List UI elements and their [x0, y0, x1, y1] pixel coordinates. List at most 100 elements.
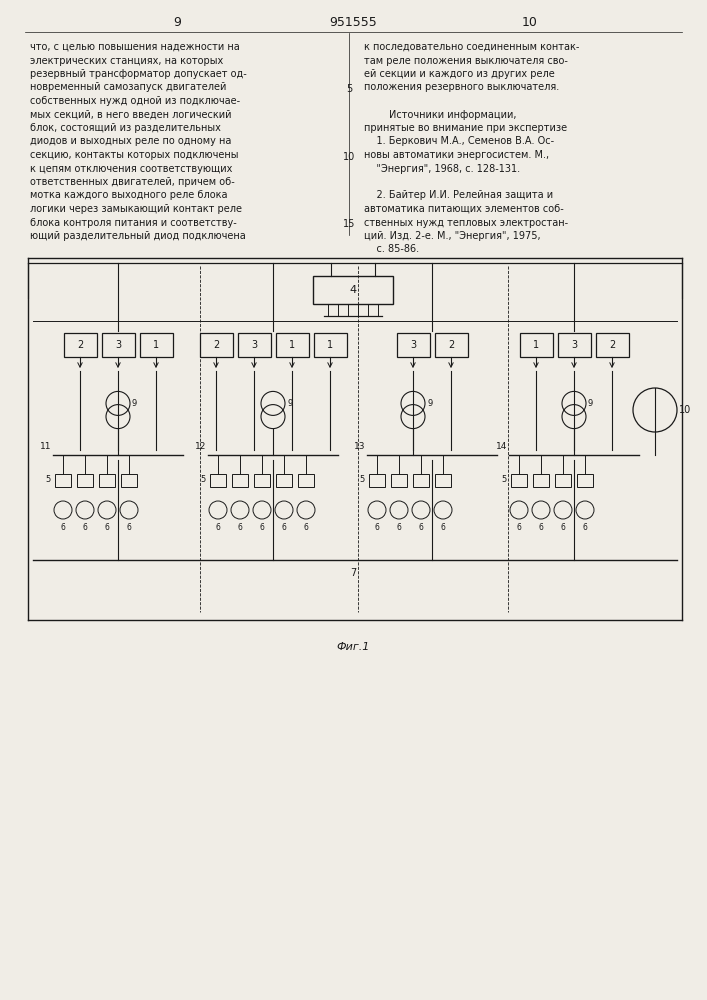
- Text: 10: 10: [679, 405, 691, 415]
- Text: 10: 10: [522, 15, 538, 28]
- Text: 6: 6: [238, 523, 243, 532]
- Text: 5: 5: [346, 84, 352, 94]
- Text: 6: 6: [259, 523, 264, 532]
- Text: 6: 6: [281, 523, 286, 532]
- Text: 6: 6: [216, 523, 221, 532]
- Bar: [139, 333, 173, 357]
- Text: 951555: 951555: [329, 15, 377, 28]
- Text: к цепям отключения соответствующих: к цепям отключения соответствующих: [30, 163, 233, 174]
- Text: 1: 1: [533, 340, 539, 350]
- Text: 2: 2: [448, 340, 454, 350]
- Bar: [369, 474, 385, 487]
- Text: 7: 7: [350, 568, 356, 578]
- Bar: [77, 474, 93, 487]
- Text: 3: 3: [410, 340, 416, 350]
- Bar: [577, 474, 593, 487]
- Text: новы автоматики энергосистем. М.,: новы автоматики энергосистем. М.,: [364, 150, 549, 160]
- Text: новременный самозапуск двигателей: новременный самозапуск двигателей: [30, 83, 226, 93]
- Bar: [232, 474, 248, 487]
- Bar: [555, 474, 571, 487]
- Text: 2: 2: [77, 340, 83, 350]
- Text: 1: 1: [153, 340, 159, 350]
- Bar: [520, 333, 552, 357]
- Bar: [55, 474, 71, 487]
- Bar: [199, 333, 233, 357]
- Bar: [391, 474, 407, 487]
- Text: 11: 11: [40, 442, 51, 451]
- Bar: [313, 333, 346, 357]
- Text: ций. Изд. 2-е. М., "Энергия", 1975,: ций. Изд. 2-е. М., "Энергия", 1975,: [364, 231, 541, 241]
- Text: собственных нужд одной из подключае-: собственных нужд одной из подключае-: [30, 96, 240, 106]
- Text: резервный трансформатор допускает од-: резервный трансформатор допускает од-: [30, 69, 247, 79]
- Text: автоматика питающих элементов соб-: автоматика питающих элементов соб-: [364, 204, 563, 214]
- Text: 9: 9: [427, 399, 432, 408]
- Text: 5: 5: [46, 476, 51, 485]
- Text: 6: 6: [105, 523, 110, 532]
- Bar: [64, 333, 96, 357]
- Text: секцию, контакты которых подключены: секцию, контакты которых подключены: [30, 150, 238, 160]
- Bar: [435, 333, 467, 357]
- Text: 10: 10: [343, 152, 355, 162]
- Text: "Энергия", 1968, с. 128-131.: "Энергия", 1968, с. 128-131.: [364, 163, 520, 174]
- Text: 6: 6: [375, 523, 380, 532]
- Text: блок, состоящий из разделительных: блок, состоящий из разделительных: [30, 123, 221, 133]
- Text: 6: 6: [440, 523, 445, 532]
- Text: ей секции и каждого из других реле: ей секции и каждого из других реле: [364, 69, 555, 79]
- Bar: [413, 474, 429, 487]
- Text: диодов и выходных реле по одному на: диодов и выходных реле по одному на: [30, 136, 231, 146]
- Text: 6: 6: [127, 523, 132, 532]
- Text: 6: 6: [83, 523, 88, 532]
- Text: 13: 13: [354, 442, 365, 451]
- Bar: [298, 474, 314, 487]
- Text: блока контроля питания и соответству-: блока контроля питания и соответству-: [30, 218, 237, 228]
- Text: 9: 9: [588, 399, 593, 408]
- Text: что, с целью повышения надежности на: что, с целью повышения надежности на: [30, 42, 240, 52]
- Bar: [313, 276, 393, 304]
- Text: логики через замыкающий контакт реле: логики через замыкающий контакт реле: [30, 204, 242, 214]
- Bar: [210, 474, 226, 487]
- Bar: [533, 474, 549, 487]
- Text: ответственных двигателей, причем об-: ответственных двигателей, причем об-: [30, 177, 235, 187]
- Bar: [276, 333, 308, 357]
- Text: 9: 9: [287, 399, 292, 408]
- Text: 6: 6: [61, 523, 66, 532]
- Bar: [397, 333, 429, 357]
- Text: 1: 1: [289, 340, 295, 350]
- Bar: [99, 474, 115, 487]
- Text: 5: 5: [502, 476, 507, 485]
- Text: 2: 2: [609, 340, 615, 350]
- Text: там реле положения выключателя сво-: там реле положения выключателя сво-: [364, 55, 568, 66]
- Text: 6: 6: [303, 523, 308, 532]
- Text: ющий разделительный диод подключена: ющий разделительный диод подключена: [30, 231, 246, 241]
- Bar: [558, 333, 590, 357]
- Text: Фиг.1: Фиг.1: [337, 642, 370, 652]
- Text: 6: 6: [517, 523, 522, 532]
- Text: ственных нужд тепловых электростан-: ственных нужд тепловых электростан-: [364, 218, 568, 228]
- Text: 2. Байтер И.И. Релейная защита и: 2. Байтер И.И. Релейная защита и: [364, 190, 553, 200]
- Text: 14: 14: [496, 442, 507, 451]
- Bar: [102, 333, 134, 357]
- Bar: [276, 474, 292, 487]
- Text: 3: 3: [251, 340, 257, 350]
- Text: мых секций, в него введен логический: мых секций, в него введен логический: [30, 109, 231, 119]
- Text: электрических станциях, на которых: электрических станциях, на которых: [30, 55, 223, 66]
- Text: 15: 15: [343, 219, 355, 229]
- Text: 6: 6: [397, 523, 402, 532]
- Text: 4: 4: [349, 285, 356, 295]
- Text: 9: 9: [173, 15, 181, 28]
- Bar: [595, 333, 629, 357]
- Bar: [435, 474, 451, 487]
- Text: Источники информации,: Источники информации,: [364, 109, 517, 119]
- Bar: [121, 474, 137, 487]
- Text: 12: 12: [194, 442, 206, 451]
- Text: 6: 6: [419, 523, 423, 532]
- Text: с. 85-86.: с. 85-86.: [364, 244, 419, 254]
- Text: 9: 9: [132, 399, 137, 408]
- Text: 3: 3: [115, 340, 121, 350]
- Bar: [511, 474, 527, 487]
- Bar: [238, 333, 271, 357]
- Text: положения резервного выключателя.: положения резервного выключателя.: [364, 83, 559, 93]
- Text: принятые во внимание при экспертизе: принятые во внимание при экспертизе: [364, 123, 567, 133]
- Text: к последовательно соединенным контак-: к последовательно соединенным контак-: [364, 42, 579, 52]
- Text: мотка каждого выходного реле блока: мотка каждого выходного реле блока: [30, 190, 228, 200]
